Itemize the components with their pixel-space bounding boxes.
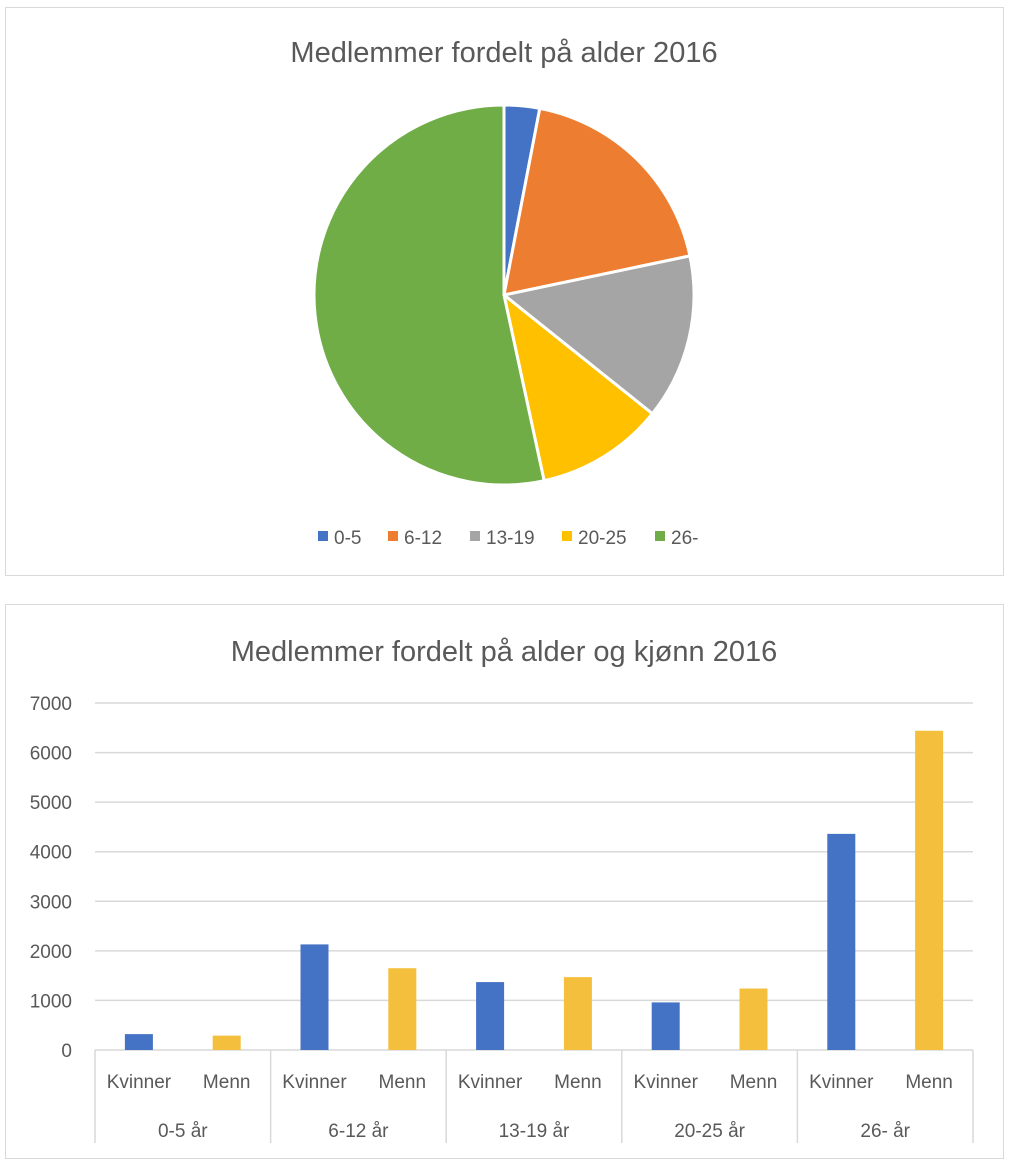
category-label: Kvinner: [107, 1072, 172, 1093]
y-tick-label: 1000: [30, 991, 72, 1012]
category-label: Menn: [379, 1072, 427, 1093]
pie-slice-26-: [312, 103, 546, 487]
pie-slice-20-25: [501, 291, 655, 483]
y-tick-label: 3000: [30, 892, 72, 913]
group-label: 6-12 år: [328, 1121, 389, 1142]
bar-26- år-Kvinner: [827, 833, 856, 1050]
legend-swatch-0-5: [318, 531, 328, 541]
bar-20-25 år-Menn: [739, 988, 768, 1050]
legend-label-26-: 26-: [671, 528, 698, 549]
y-tick-label: 2000: [30, 942, 72, 963]
bar-6-12 år-Kvinner: [300, 944, 329, 1050]
group-label: 26- år: [860, 1121, 910, 1142]
legend-swatch-13-19: [470, 531, 480, 541]
pie-slice-13-19: [500, 254, 696, 416]
y-tick-label: 6000: [30, 744, 72, 765]
legend-swatch-6-12: [388, 531, 398, 541]
legend-label-6-12: 6-12: [404, 528, 442, 549]
category-label: Kvinner: [809, 1072, 874, 1093]
y-tick-label: 4000: [30, 843, 72, 864]
bar-20-25 år-Kvinner: [651, 1002, 680, 1050]
legend-label-13-19: 13-19: [486, 528, 535, 549]
legend-label-0-5: 0-5: [334, 528, 361, 549]
category-label: Kvinner: [282, 1072, 347, 1093]
bar-plot: 0 1000 2000 3000 4000 5000 6000 7000 Kvinner Menn…: [30, 694, 974, 1143]
bar-13-19 år-Menn: [563, 977, 592, 1050]
category-label: Kvinner: [458, 1072, 523, 1093]
category-label: Kvinner: [633, 1072, 698, 1093]
pie: [312, 103, 696, 487]
y-tick-label: 0: [61, 1041, 72, 1062]
bar-title: Medlemmer fordelt på alder og kjønn 2016: [231, 636, 777, 668]
legend-label-20-25: 20-25: [578, 528, 627, 549]
bar-0-5 år-Kvinner: [124, 1034, 153, 1050]
bar-13-19 år-Kvinner: [476, 982, 505, 1050]
category-label: Menn: [554, 1072, 602, 1093]
category-label: Menn: [730, 1072, 778, 1093]
bar-6-12 år-Menn: [388, 968, 417, 1050]
y-tick-label: 5000: [30, 793, 72, 814]
group-label: 20-25 år: [674, 1121, 745, 1142]
group-label: 13-19 år: [499, 1121, 570, 1142]
category-label: Menn: [905, 1072, 953, 1093]
pie-slice-6-12: [502, 106, 692, 297]
legend-swatch-26-: [655, 531, 665, 541]
legend-swatch-20-25: [562, 531, 572, 541]
y-tick-label: 7000: [30, 694, 72, 715]
bar-26- år-Menn: [915, 730, 944, 1050]
pie-legend: 0-5 6-12 13-19 20-25 26-: [318, 528, 698, 549]
bar-0-5 år-Menn: [212, 1035, 241, 1050]
pie-title: Medlemmer fordelt på alder 2016: [290, 37, 717, 69]
group-label: 0-5 år: [158, 1121, 208, 1142]
category-label: Menn: [203, 1072, 251, 1093]
